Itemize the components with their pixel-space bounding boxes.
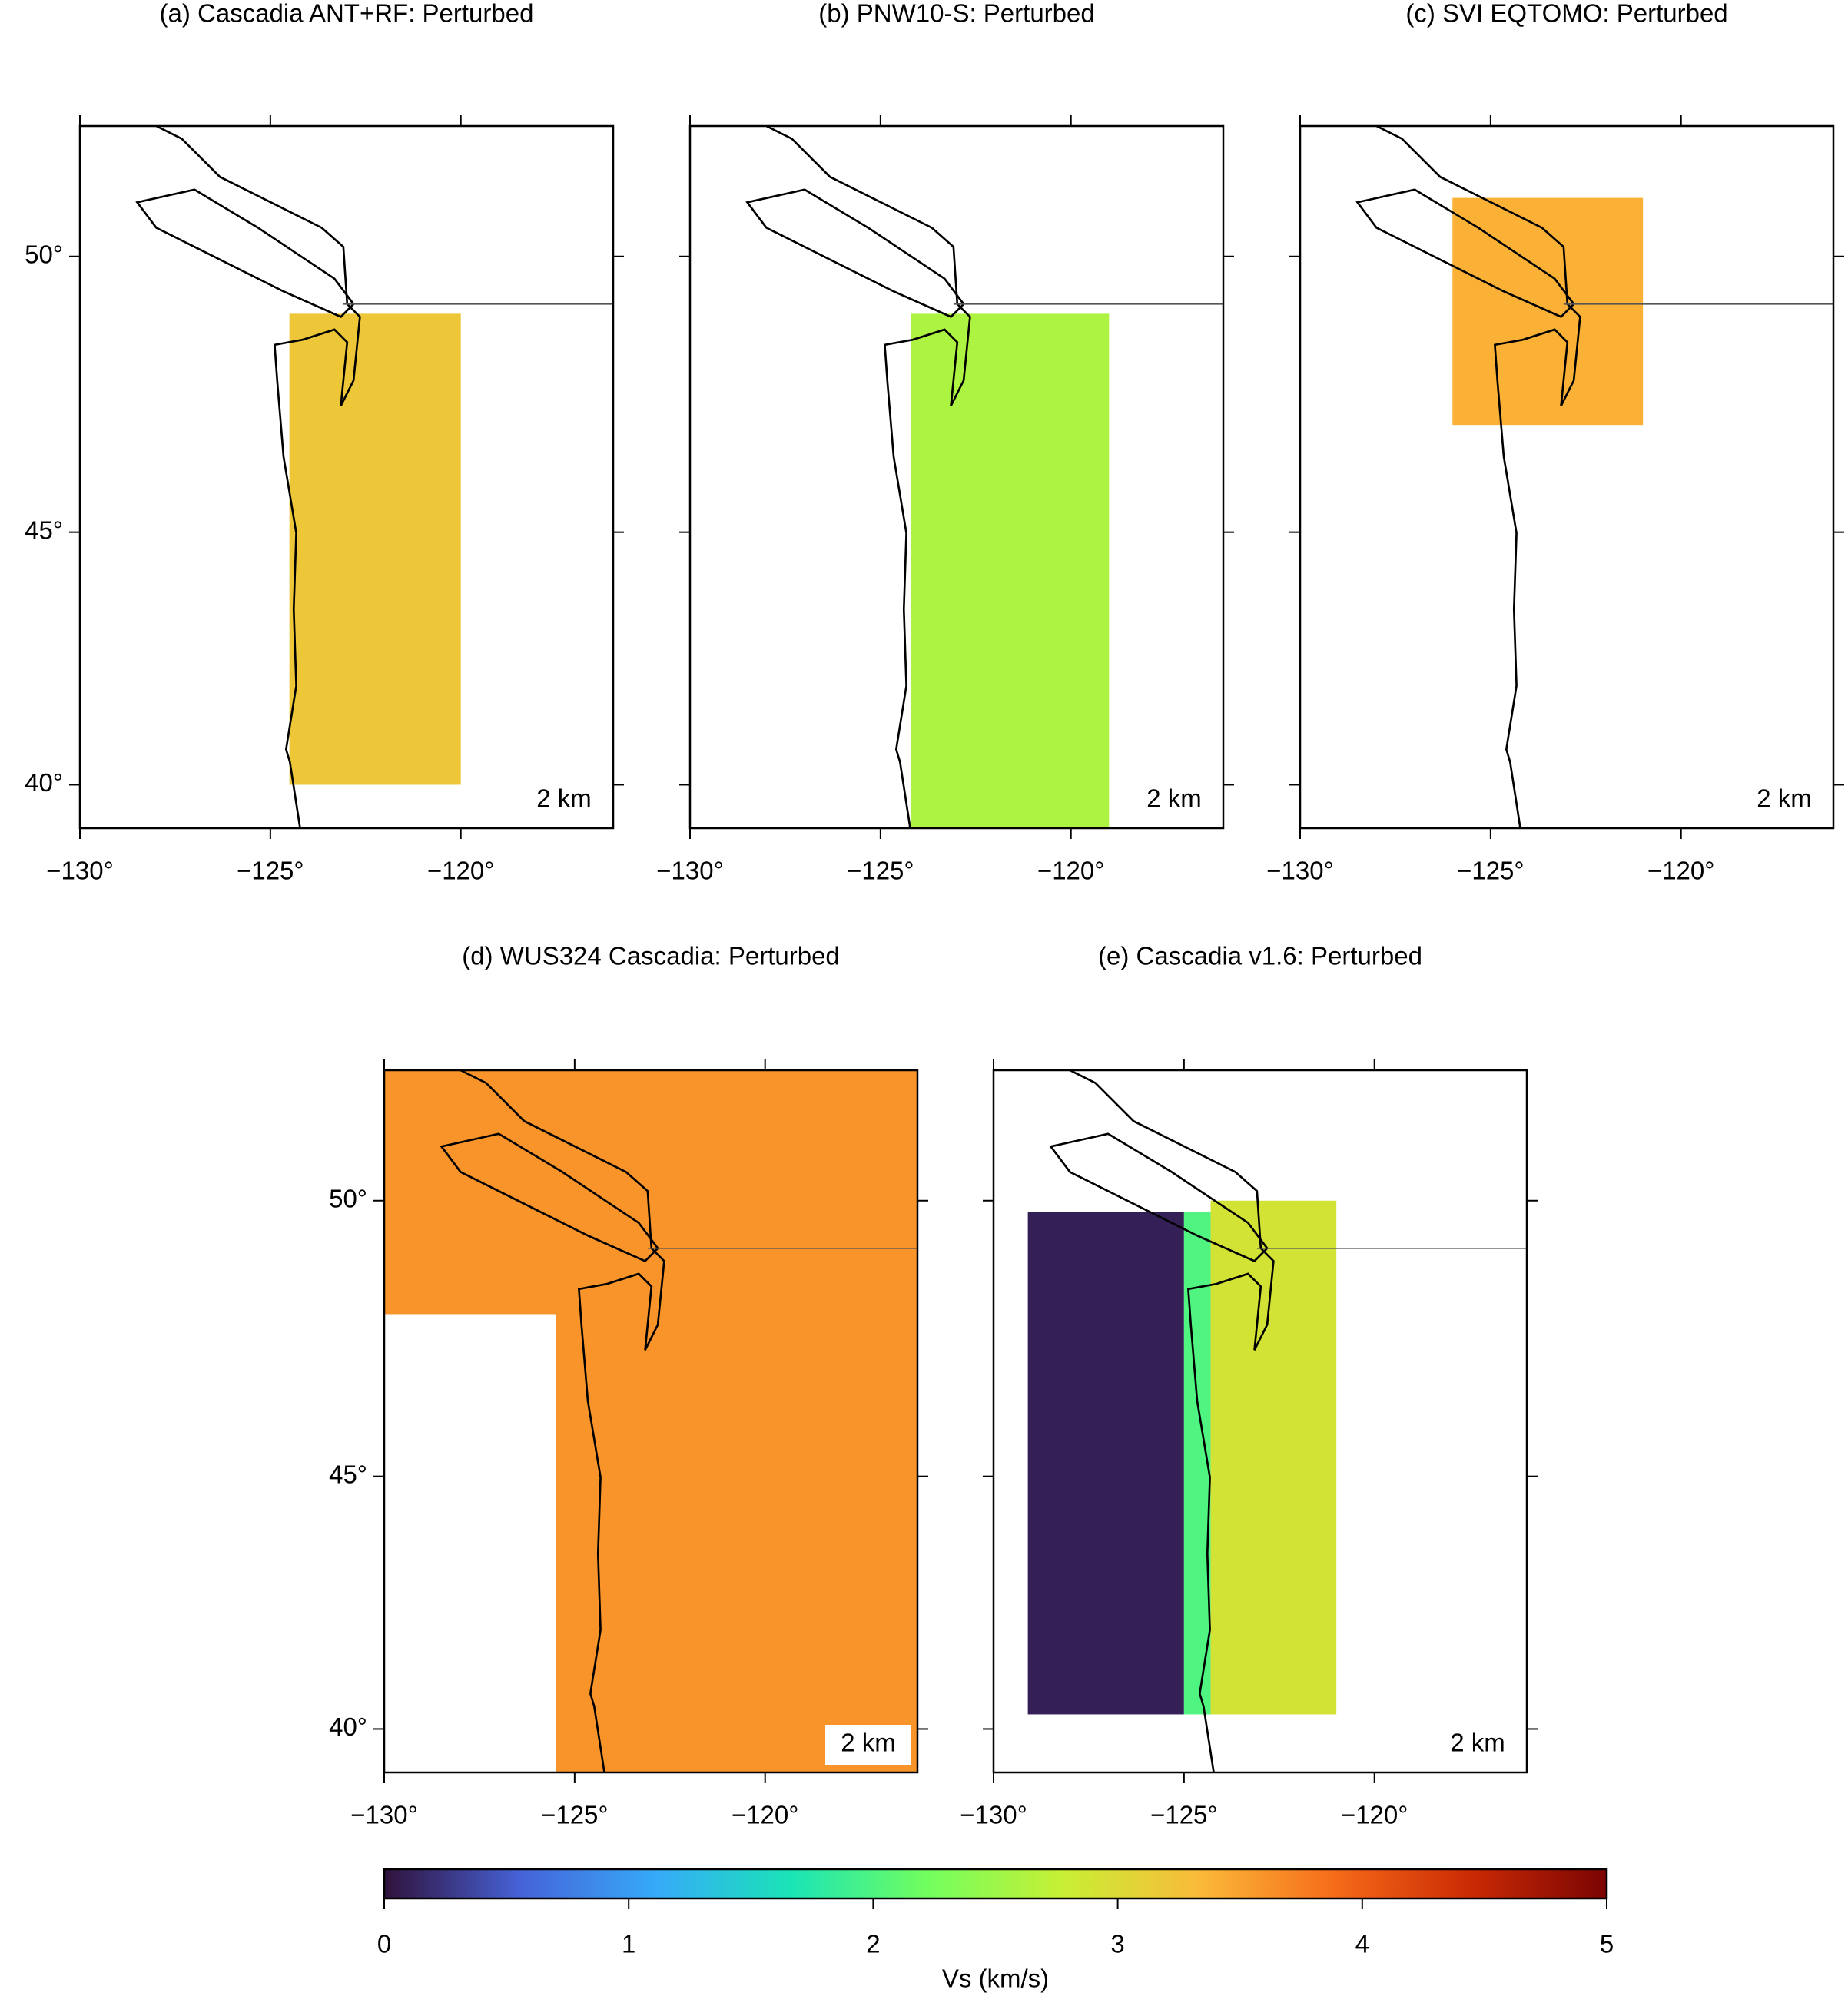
map-panel: (c) SVI EQTOMO: Perturbed −130° −125° −120°… [1266, 0, 1844, 885]
x-tick-label: −120° [1341, 1801, 1408, 1829]
map-frame [688, 124, 1225, 830]
velocity-region [289, 313, 461, 785]
depth-label-bg [1741, 781, 1827, 821]
velocity-region [384, 1070, 556, 1315]
map-panel: (b) PNW10-S: Perturbed −130° −125° −120° 2 k… [656, 0, 1234, 885]
panel-title: (b) PNW10-S: Perturbed [818, 0, 1094, 28]
x-tick-label: −120° [1647, 857, 1715, 885]
x-tick-label: −120° [1037, 857, 1105, 885]
map-frame [992, 1069, 1528, 1774]
model-layer [911, 313, 1110, 828]
x-tick-label: −130° [656, 857, 724, 885]
depth-label: 2 km [1450, 1729, 1505, 1757]
colorbar-tick-label: 4 [1355, 1930, 1369, 1958]
x-tick-label: −120° [427, 857, 495, 885]
map-frame [78, 124, 615, 830]
x-tick-label: −130° [1266, 857, 1334, 885]
map-frame [383, 1069, 919, 1774]
y-tick-label: 40° [25, 768, 63, 797]
depth-label-bg [825, 1725, 911, 1765]
x-tick-label: −125° [1150, 1801, 1218, 1829]
velocity-region [911, 313, 1110, 828]
colorbar [383, 1868, 1608, 1900]
x-tick-label: −130° [46, 857, 114, 885]
depth-label: 2 km [841, 1729, 896, 1757]
colorbar-tick-label: 3 [1110, 1930, 1124, 1958]
depth-label: 2 km [1757, 784, 1812, 813]
model-layer [1027, 1200, 1337, 1715]
x-tick-label: −125° [1457, 857, 1525, 885]
velocity-region [1210, 1200, 1337, 1715]
panel-title: (c) SVI EQTOMO: Perturbed [1405, 0, 1727, 28]
panel-title: (e) Cascadia v1.6: Perturbed [1098, 942, 1422, 970]
depth-label-bg [1435, 1725, 1521, 1765]
depth-label: 2 km [1146, 784, 1202, 813]
x-tick-label: −130° [960, 1801, 1027, 1829]
velocity-region [1027, 1212, 1184, 1715]
depth-label-bg [521, 781, 607, 821]
y-tick-label: 50° [25, 240, 63, 268]
depth-label-bg [1131, 781, 1217, 821]
x-tick-label: −130° [350, 1801, 418, 1829]
x-tick-label: −125° [541, 1801, 609, 1829]
colorbar-tick-label: 0 [377, 1930, 391, 1958]
panel-title: (a) Cascadia ANT+RF: Perturbed [160, 0, 534, 28]
y-tick-label: 45° [329, 1460, 367, 1488]
x-tick-label: −125° [847, 857, 914, 885]
map-panel: (e) Cascadia v1.6: Perturbed −130° −125° −1… [960, 942, 1538, 1829]
depth-label: 2 km [536, 784, 592, 813]
x-tick-label: −125° [237, 857, 304, 885]
map-panel: (a) Cascadia ANT+RF: Perturbed −130° −125°… [25, 0, 624, 885]
y-tick-label: 40° [329, 1713, 367, 1741]
y-tick-label: 45° [25, 516, 63, 544]
panel-title: (d) WUS324 Cascadia: Perturbed [462, 942, 840, 970]
colorbar-tick-label: 2 [866, 1930, 880, 1958]
map-panel: (d) WUS324 Cascadia: Perturbed −130° −125°… [329, 942, 928, 1829]
colorbar-tick-label: 1 [622, 1930, 635, 1958]
map-frame [1299, 124, 1835, 830]
colorbar-label: Vs (km/s) [942, 1965, 1049, 1993]
y-tick-label: 50° [329, 1184, 367, 1212]
model-layer [289, 313, 461, 785]
x-tick-label: −120° [732, 1801, 799, 1829]
velocity-region [556, 1070, 917, 1772]
model-layer [384, 1070, 917, 1772]
colorbar-tick-label: 5 [1600, 1930, 1614, 1958]
